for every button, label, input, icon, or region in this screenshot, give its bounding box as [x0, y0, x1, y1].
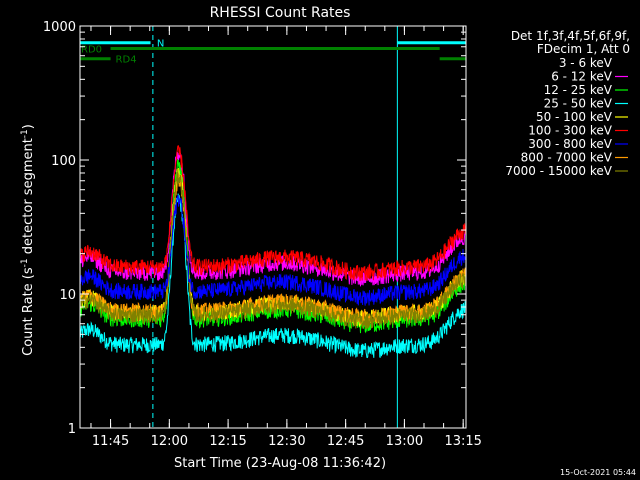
legend-label: 3 - 6 keV — [559, 56, 613, 70]
x-axis-ticks: 11:45 12:00 12:15 12:30 12:45 13:00 13:15 — [90, 26, 482, 449]
legend-header-line-2: FDecim 1, Att 0 — [537, 42, 630, 56]
y-label-part-3: ) — [21, 124, 36, 129]
series-line — [80, 193, 466, 359]
legend: Det 1f,3f,4f,5f,6f,9f, FDecim 1, Att 0 3… — [505, 29, 630, 178]
series-line — [80, 194, 466, 306]
legend-header-line-1: Det 1f,3f,4f,5f,6f,9f, — [511, 29, 630, 43]
legend-label: 300 - 800 keV — [528, 137, 612, 151]
x-tick-label: 12:30 — [268, 434, 305, 449]
instrument-flags: N RD0 RD4 — [80, 39, 466, 66]
y-label-sup-1: -1 — [20, 258, 30, 267]
vertical-lines — [79, 26, 467, 428]
y-axis-label: Count Rate (s-1 detector segment-1) — [20, 124, 36, 356]
series-group — [80, 144, 466, 359]
legend-label: 25 - 50 keV — [544, 97, 613, 111]
x-tick-label: 13:00 — [386, 434, 423, 449]
x-tick-label: 12:45 — [327, 434, 364, 449]
plot-frame — [79, 25, 467, 429]
series-line — [80, 169, 466, 330]
y-label-part-2: detector segment — [21, 138, 36, 258]
legend-label: 6 - 12 keV — [551, 70, 613, 84]
y-tick-label: 10 — [59, 288, 76, 303]
series-line — [80, 151, 466, 287]
flag-label: N — [157, 39, 164, 50]
legend-label: 800 - 7000 keV — [521, 151, 613, 165]
legend-label: 100 - 300 keV — [528, 124, 612, 138]
legend-label: 7000 - 15000 keV — [505, 164, 612, 178]
y-tick-label: 1000 — [43, 20, 76, 35]
plot-area: N RD0 RD4 — [79, 26, 467, 428]
y-label-sup-2: -1 — [20, 129, 30, 138]
footer-timestamp: 15-Oct-2021 05:44 — [560, 468, 636, 477]
flag-label: RD0 — [81, 44, 102, 55]
axes — [79, 25, 467, 429]
series-line — [80, 144, 466, 282]
x-tick-label: 11:45 — [92, 434, 129, 449]
flag-label: RD4 — [116, 55, 137, 66]
x-axis-label: Start Time (23-Aug-08 11:36:42) — [174, 456, 386, 471]
legend-label: 50 - 100 keV — [536, 110, 613, 124]
x-tick-label: 12:00 — [151, 434, 188, 449]
y-label-part-1: Count Rate (s — [21, 267, 36, 356]
y-tick-label: 100 — [51, 154, 76, 169]
x-tick-label: 12:15 — [209, 434, 246, 449]
y-axis-ticks: 1 10 100 1000 — [43, 20, 466, 437]
x-tick-label: 13:15 — [444, 434, 481, 449]
chart-title: RHESSI Count Rates — [210, 5, 351, 21]
legend-label: 12 - 25 keV — [544, 83, 613, 97]
y-tick-label: 1 — [68, 422, 76, 437]
series-line — [80, 173, 466, 326]
